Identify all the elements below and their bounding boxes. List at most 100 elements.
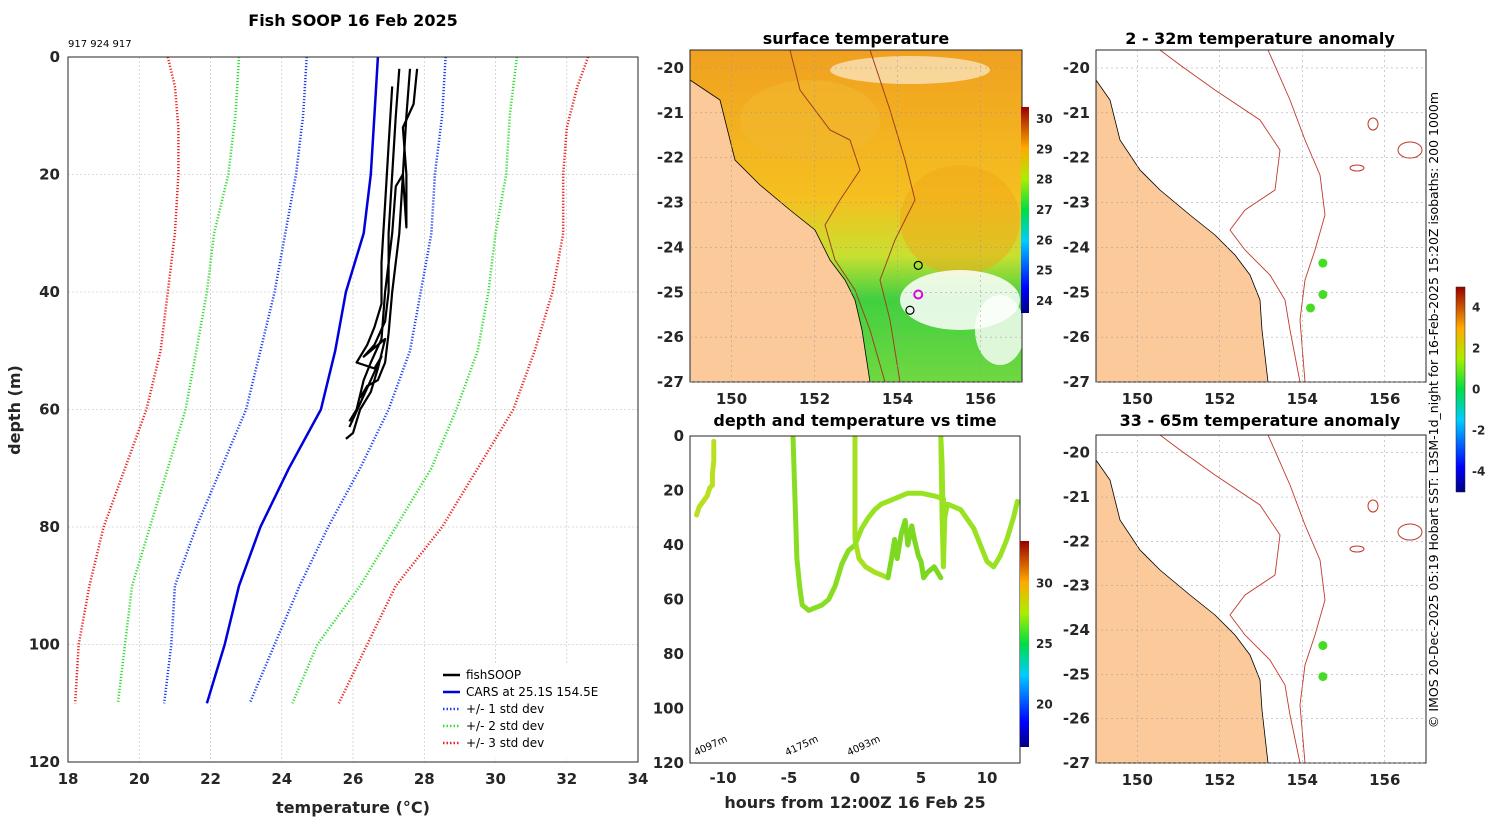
map-ytick: -26: [1063, 328, 1090, 346]
legend-2std: +/- 2 std dev: [466, 719, 544, 733]
profile-line--3-std: [73, 56, 180, 704]
map-ytick: -25: [1063, 665, 1090, 683]
map-ytick: -23: [1063, 577, 1090, 595]
map-ytick: -20: [1063, 59, 1090, 77]
time-xlabel: hours from 12:00Z 16 Feb 25: [724, 793, 985, 812]
profile-ytick: 60: [39, 401, 60, 419]
anomaly-top-point: [1318, 290, 1328, 300]
profile-ytick: 100: [29, 636, 60, 654]
sst-marker: [905, 305, 915, 315]
map-ytick: -24: [1063, 238, 1090, 256]
profile-grid: [67, 56, 639, 763]
profile-y-ticks: 0 20 40 60 80 100 120: [29, 48, 60, 771]
map-ytick: -25: [1063, 283, 1090, 301]
profile-x-ticks: 18 20 22 24 26 28 30 32 34: [58, 770, 649, 788]
profile-line-fishsoop: [345, 68, 401, 440]
legend-cars: CARS at 25.1S 154.5E: [466, 685, 598, 699]
sst-isobath: [789, 50, 886, 382]
profile-xlabel: temperature (°C): [276, 798, 430, 817]
profile-line-fishsoop: [348, 68, 419, 422]
sst-y-ticks: -20 -21 -22 -23 -24 -25 -26 -27: [657, 59, 1022, 391]
profile-ytick: 120: [29, 753, 60, 771]
sst-title: surface temperature: [763, 29, 950, 48]
profile-ylabel: depth (m): [5, 365, 24, 455]
time-series: [694, 436, 1020, 613]
profile-line--3-std: [337, 56, 590, 704]
time-track-track2: [790, 436, 858, 613]
time-xtick: 10: [977, 769, 998, 787]
anomaly-colorbar-tick: 4: [1472, 301, 1480, 315]
sst-panel: surface temperature 150 152 154 156 -20-21-…: [657, 29, 1053, 408]
profile-ytick: 20: [39, 166, 60, 184]
profile-line-fishsoop: [359, 68, 412, 399]
profile-ytick: 40: [39, 283, 60, 301]
anomaly-bottom-eddy-2: [1349, 545, 1365, 553]
time-track-track4: [852, 436, 1020, 570]
anomaly-bottom-points: [1318, 641, 1328, 682]
legend-fishsoop: fishSOOP: [466, 668, 521, 682]
anomaly-top-point: [1306, 303, 1315, 313]
legend-1std: +/- 1 std dev: [466, 702, 544, 716]
profile-legend: fishSOOP CARS at 25.1S 154.5E +/- 1 std …: [436, 664, 636, 759]
anomaly-bottom-isobath: [1159, 435, 1301, 763]
anomaly-top-points: [1306, 258, 1328, 313]
time-colorbar-tick: 30: [1036, 576, 1053, 590]
sst-colorbar: [1021, 107, 1029, 313]
time-ytick: 60: [663, 591, 684, 609]
time-panel: depth and temperature vs time -10 -5 0 5 10 …: [653, 411, 1053, 812]
side-caption: © IMOS 20-Dec-2025 05:19 Hobart SST: L3S…: [1426, 92, 1441, 728]
profile-axes-box: [67, 56, 639, 763]
profile-line--2-std: [291, 56, 519, 704]
time-colorbar-tick: 20: [1036, 698, 1053, 712]
anomaly-colorbar-tick: -4: [1472, 465, 1485, 479]
time-track-track1: [694, 438, 717, 518]
sst-colorbar-tick: 29: [1036, 142, 1053, 156]
time-ytick: 100: [653, 700, 684, 718]
sst-cloud-mask-3: [830, 56, 990, 84]
time-ytick: 0: [674, 427, 684, 445]
anomaly-top-eddy-2: [1349, 164, 1365, 172]
anomaly-bottom-isobath-1000: [1267, 435, 1326, 763]
time-ytick: 80: [663, 645, 684, 663]
map-ytick: -27: [1063, 754, 1090, 772]
profile-ytick: 0: [50, 48, 60, 66]
time-colorbar-tick: 25: [1036, 637, 1053, 651]
profile-xtick: 30: [485, 770, 506, 788]
map-ytick: -22: [1063, 532, 1090, 550]
time-colorbar-ticks: 20 25 30: [1036, 576, 1053, 711]
anomaly-top-panel: 2 - 32m temperature anomaly 150 152 154 156…: [1063, 29, 1427, 408]
sst-colorbar-tick: 24: [1036, 294, 1053, 308]
anomaly-colorbar-tick: -2: [1472, 424, 1485, 438]
anomaly-bottom-point: [1318, 672, 1328, 682]
anomaly-top-eddy-1: [1367, 117, 1379, 131]
map-ytick: -22: [657, 149, 684, 167]
anomaly-colorbar-tick: 0: [1472, 383, 1480, 397]
sst-cloud-mask-2: [975, 295, 1022, 365]
time-track-track5: [885, 518, 944, 581]
sst-marker: [913, 289, 924, 300]
sst-marker: [913, 260, 923, 270]
sst-isobath-1000: [869, 50, 916, 382]
map-ytick: -21: [1063, 488, 1090, 506]
annotation-4175m: 4175m: [784, 734, 821, 759]
map-ytick: -21: [1063, 104, 1090, 122]
profile-series: [73, 56, 590, 704]
anomaly-bottom-eddy-1: [1367, 499, 1379, 513]
time-x-ticks: -10 -5 0 5 10: [709, 769, 997, 787]
annotation-4093m: 4093m: [846, 734, 883, 759]
map-ytick: -24: [1063, 621, 1090, 639]
map-ytick: -25: [657, 283, 684, 301]
time-colorbar: [1020, 541, 1029, 747]
time-ytick: 20: [663, 482, 684, 500]
anomaly-bottom-eddy-3: [1397, 523, 1423, 541]
anomaly-bottom-x-ticks: 150 152 154 156: [1122, 435, 1400, 789]
time-track-track3: [852, 436, 891, 581]
profile-xtick: 22: [200, 770, 221, 788]
map-xtick: 152: [799, 390, 830, 408]
profile-xtick: 24: [271, 770, 292, 788]
map-ytick: -27: [657, 373, 684, 391]
anomaly-top-point: [1318, 258, 1328, 268]
sst-markers: [905, 260, 924, 315]
sst-warm-patch-east: [900, 165, 1020, 275]
